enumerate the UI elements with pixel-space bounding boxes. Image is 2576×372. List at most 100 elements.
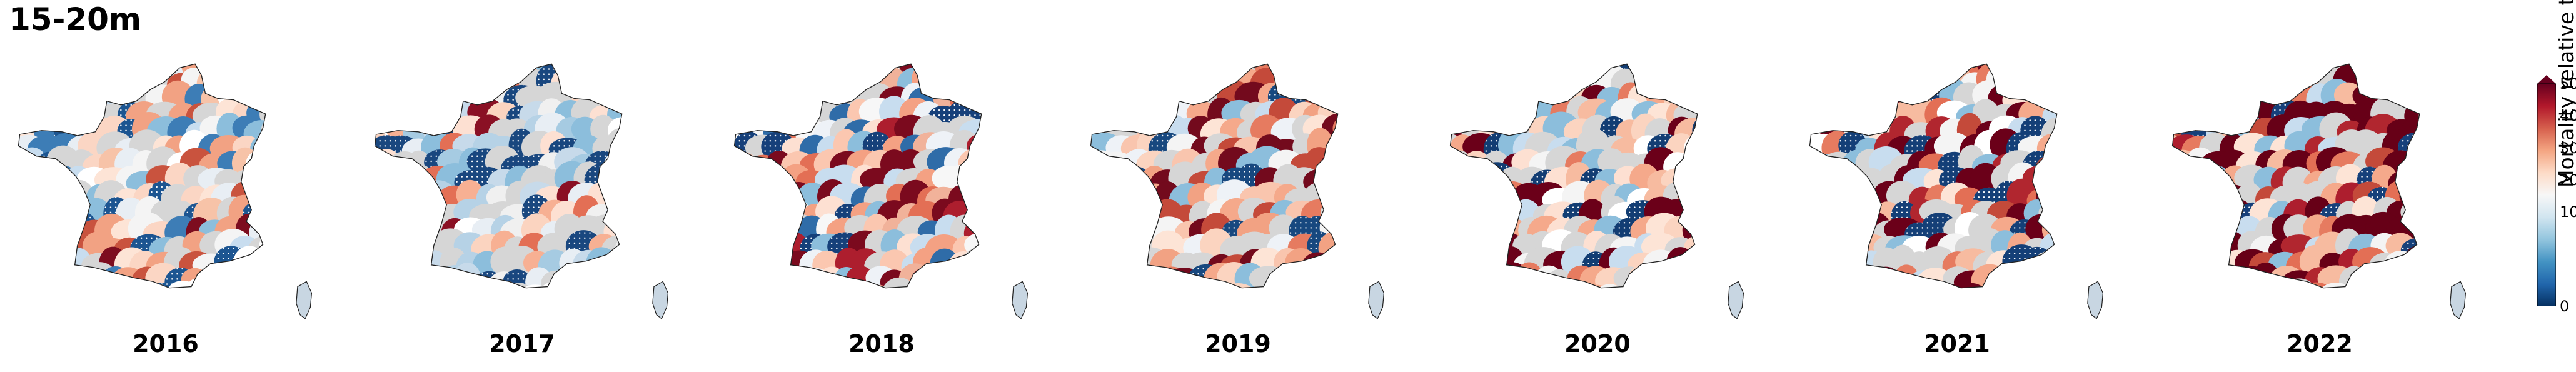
region-fill <box>982 149 1010 174</box>
region-fill <box>590 66 616 92</box>
region-fill <box>2172 64 2180 77</box>
france-outline <box>733 63 982 289</box>
region-fill <box>115 68 144 101</box>
region-fill <box>48 264 81 288</box>
region-fill <box>2172 250 2203 284</box>
region-fill <box>2035 154 2057 181</box>
region-fill <box>2059 103 2088 132</box>
region-fill <box>1450 97 1482 126</box>
region-fill <box>1335 98 1338 128</box>
region-fill <box>976 169 982 199</box>
region-fill <box>63 72 97 97</box>
region-fill <box>1541 286 1577 288</box>
region-fill <box>2054 269 2057 288</box>
region-fill <box>1697 205 1698 229</box>
region-fill <box>2184 246 2215 281</box>
region-fill <box>1104 264 1131 288</box>
region-fill <box>166 280 200 288</box>
region-fill <box>375 69 388 96</box>
region-fill <box>603 249 622 281</box>
region-fill <box>1152 279 1185 288</box>
region-fill <box>2383 64 2415 82</box>
region-fill <box>2417 214 2420 248</box>
region-fill <box>264 64 266 82</box>
region-fill <box>259 218 266 242</box>
region-fill <box>18 284 30 288</box>
region-fill <box>832 68 863 94</box>
region-fill <box>1300 65 1336 95</box>
region-fill <box>1287 283 1324 288</box>
region-fill <box>1692 114 1698 147</box>
region-fill <box>18 268 47 288</box>
region-fill <box>1450 186 1462 214</box>
region-fill <box>1495 64 1526 79</box>
region-fill <box>624 181 655 213</box>
region-fill <box>1461 78 1496 111</box>
region-fill <box>2055 83 2057 107</box>
region-fill <box>18 214 31 248</box>
region-fill <box>261 116 266 143</box>
france-map <box>374 63 669 319</box>
region-fill <box>1138 266 1168 288</box>
region-fill <box>965 64 982 76</box>
map-panel-2022: 2022 <box>2157 56 2482 358</box>
region-fill <box>2010 285 2038 288</box>
region-fill <box>815 72 845 97</box>
region-fill <box>1297 64 1336 78</box>
region-fill <box>2172 285 2187 288</box>
region-fill <box>1624 285 1661 288</box>
region-fill <box>1450 271 1463 288</box>
region-fill <box>734 102 766 130</box>
region-fill <box>1627 263 1664 288</box>
region-fill <box>1495 281 1529 288</box>
region-fill <box>30 264 64 288</box>
region-fill <box>734 264 763 288</box>
region-fill <box>1809 100 1821 126</box>
region-fill <box>268 84 296 113</box>
region-fill <box>947 64 982 92</box>
region-fill <box>573 268 607 288</box>
region-fill <box>1090 64 1099 81</box>
region-fill <box>2420 84 2452 110</box>
region-fill <box>126 64 163 80</box>
region-fill <box>1838 268 1876 288</box>
region-fill <box>1097 199 1136 230</box>
region-fill <box>621 213 622 245</box>
region-fill <box>1692 133 1698 166</box>
year-label: 2018 <box>848 330 915 358</box>
region-fill <box>762 65 793 99</box>
region-fill <box>93 282 131 288</box>
region-fill <box>734 84 743 118</box>
region-fill <box>1098 82 1135 110</box>
region-fill <box>18 234 44 258</box>
region-fill <box>2172 266 2200 288</box>
region-fill <box>808 64 845 78</box>
region-fill <box>375 198 386 228</box>
region-fill <box>734 101 748 133</box>
region-fill <box>18 266 34 288</box>
region-fill <box>742 64 780 79</box>
region-fill <box>1287 265 1320 288</box>
region-fill <box>2172 102 2199 126</box>
region-fill <box>1856 64 1884 84</box>
region-fill <box>1490 67 1529 98</box>
region-fill <box>2186 283 2222 288</box>
region-fill <box>1336 183 1338 208</box>
region-fill <box>2184 217 2223 242</box>
region-fill <box>1924 283 1956 288</box>
region-fill <box>2040 161 2057 196</box>
region-fill <box>263 268 266 288</box>
region-fill <box>1818 64 1853 96</box>
region-fill <box>2338 266 2369 288</box>
region-fill <box>1467 64 1497 79</box>
region-fill <box>1090 234 1120 263</box>
region-fill <box>1697 168 1698 194</box>
region-fill <box>2416 163 2420 195</box>
region-fill <box>2371 266 2400 288</box>
region-fill <box>1666 247 1695 279</box>
region-fill <box>375 248 385 276</box>
region-fill <box>18 229 35 264</box>
region-fill <box>1321 265 1338 288</box>
region-fill <box>1809 234 1839 260</box>
region-fill <box>2041 64 2057 95</box>
